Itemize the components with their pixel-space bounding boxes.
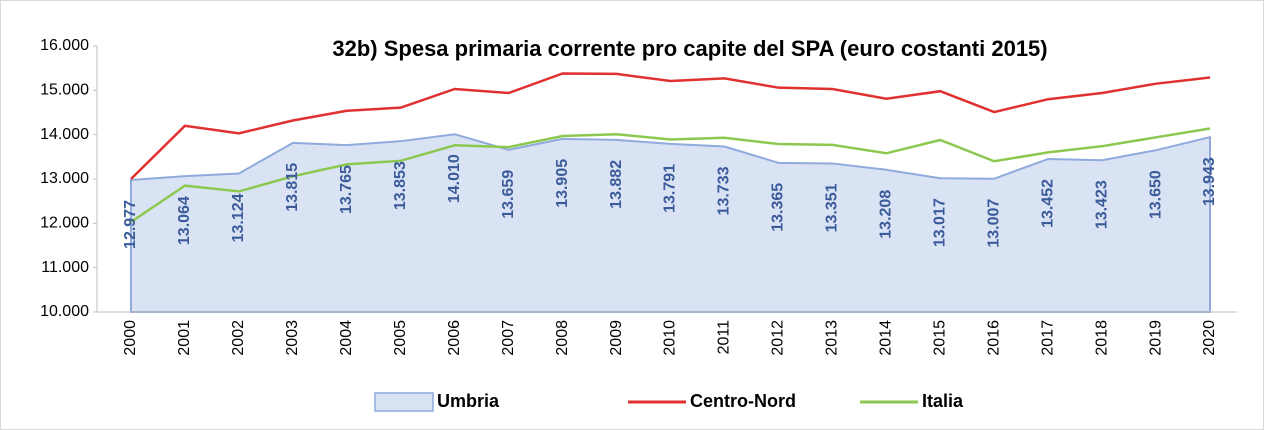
data-label: 13.791 <box>662 164 679 213</box>
data-label: 13.365 <box>770 183 787 232</box>
legend-label: Centro-Nord <box>690 391 796 411</box>
line <box>130 127 1211 224</box>
data-label: 13.650 <box>1147 170 1164 219</box>
x-tick-label: 2010 <box>662 320 679 356</box>
chart-title: 32b) Spesa primaria corrente pro capite … <box>332 36 1047 61</box>
x-tick-label: 2017 <box>1039 320 1056 356</box>
legend-label: Umbria <box>437 391 500 411</box>
y-tick-label: 10.000 <box>40 303 89 320</box>
data-label: 13.659 <box>500 170 517 219</box>
data-label: 13.064 <box>176 196 193 245</box>
x-tick-label: 2007 <box>500 320 517 356</box>
data-label: 13.452 <box>1039 179 1056 228</box>
y-tick-label: 16.000 <box>40 37 89 54</box>
line <box>130 72 1211 180</box>
x-tick-label: 2018 <box>1093 320 1110 356</box>
data-label: 13.017 <box>931 198 948 247</box>
x-tick-label: 2014 <box>878 320 895 356</box>
data-label: 13.882 <box>608 160 625 209</box>
area <box>129 133 1212 313</box>
y-tick-label: 13.000 <box>40 170 89 187</box>
y-tick-label: 14.000 <box>40 126 89 143</box>
data-label: 13.124 <box>230 193 247 242</box>
x-tick-label: 2012 <box>770 320 787 356</box>
data-label: 13.733 <box>716 166 733 215</box>
x-tick-label: 2015 <box>931 320 948 356</box>
x-tick-label: 2004 <box>338 320 355 356</box>
x-tick-label: 2009 <box>608 320 625 356</box>
x-tick-label: 2001 <box>176 320 193 356</box>
x-tick-label: 2016 <box>985 320 1002 356</box>
data-label: 13.208 <box>878 190 895 239</box>
x-tick-label: 2006 <box>446 320 463 356</box>
data-label: 13.351 <box>824 183 841 232</box>
data-label: 13.943 <box>1201 157 1218 206</box>
data-label: 14.010 <box>446 154 463 203</box>
x-tick-label: 2005 <box>392 320 409 356</box>
y-tick-label: 12.000 <box>40 215 89 232</box>
data-label: 13.815 <box>284 163 301 212</box>
x-tick-label: 2011 <box>716 320 733 355</box>
data-label: 13.765 <box>338 165 355 214</box>
x-tick-label: 2020 <box>1201 320 1218 356</box>
data-label: 13.853 <box>392 161 409 210</box>
data-label: 13.423 <box>1093 180 1110 229</box>
x-tick-label: 2008 <box>554 320 571 356</box>
data-label: 13.007 <box>985 199 1002 248</box>
x-tick-label: 2002 <box>230 320 247 356</box>
data-label: 12.977 <box>122 200 139 249</box>
x-tick-label: 2000 <box>122 320 139 356</box>
x-tick-label: 2013 <box>824 320 841 356</box>
legend-label: Italia <box>922 391 964 411</box>
y-tick-label: 11.000 <box>41 259 89 276</box>
x-tick-label: 2019 <box>1147 320 1164 356</box>
x-tick-label: 2003 <box>284 320 301 356</box>
y-tick-label: 15.000 <box>40 82 89 99</box>
data-label: 13.905 <box>554 159 571 208</box>
legend-swatch <box>374 392 434 412</box>
